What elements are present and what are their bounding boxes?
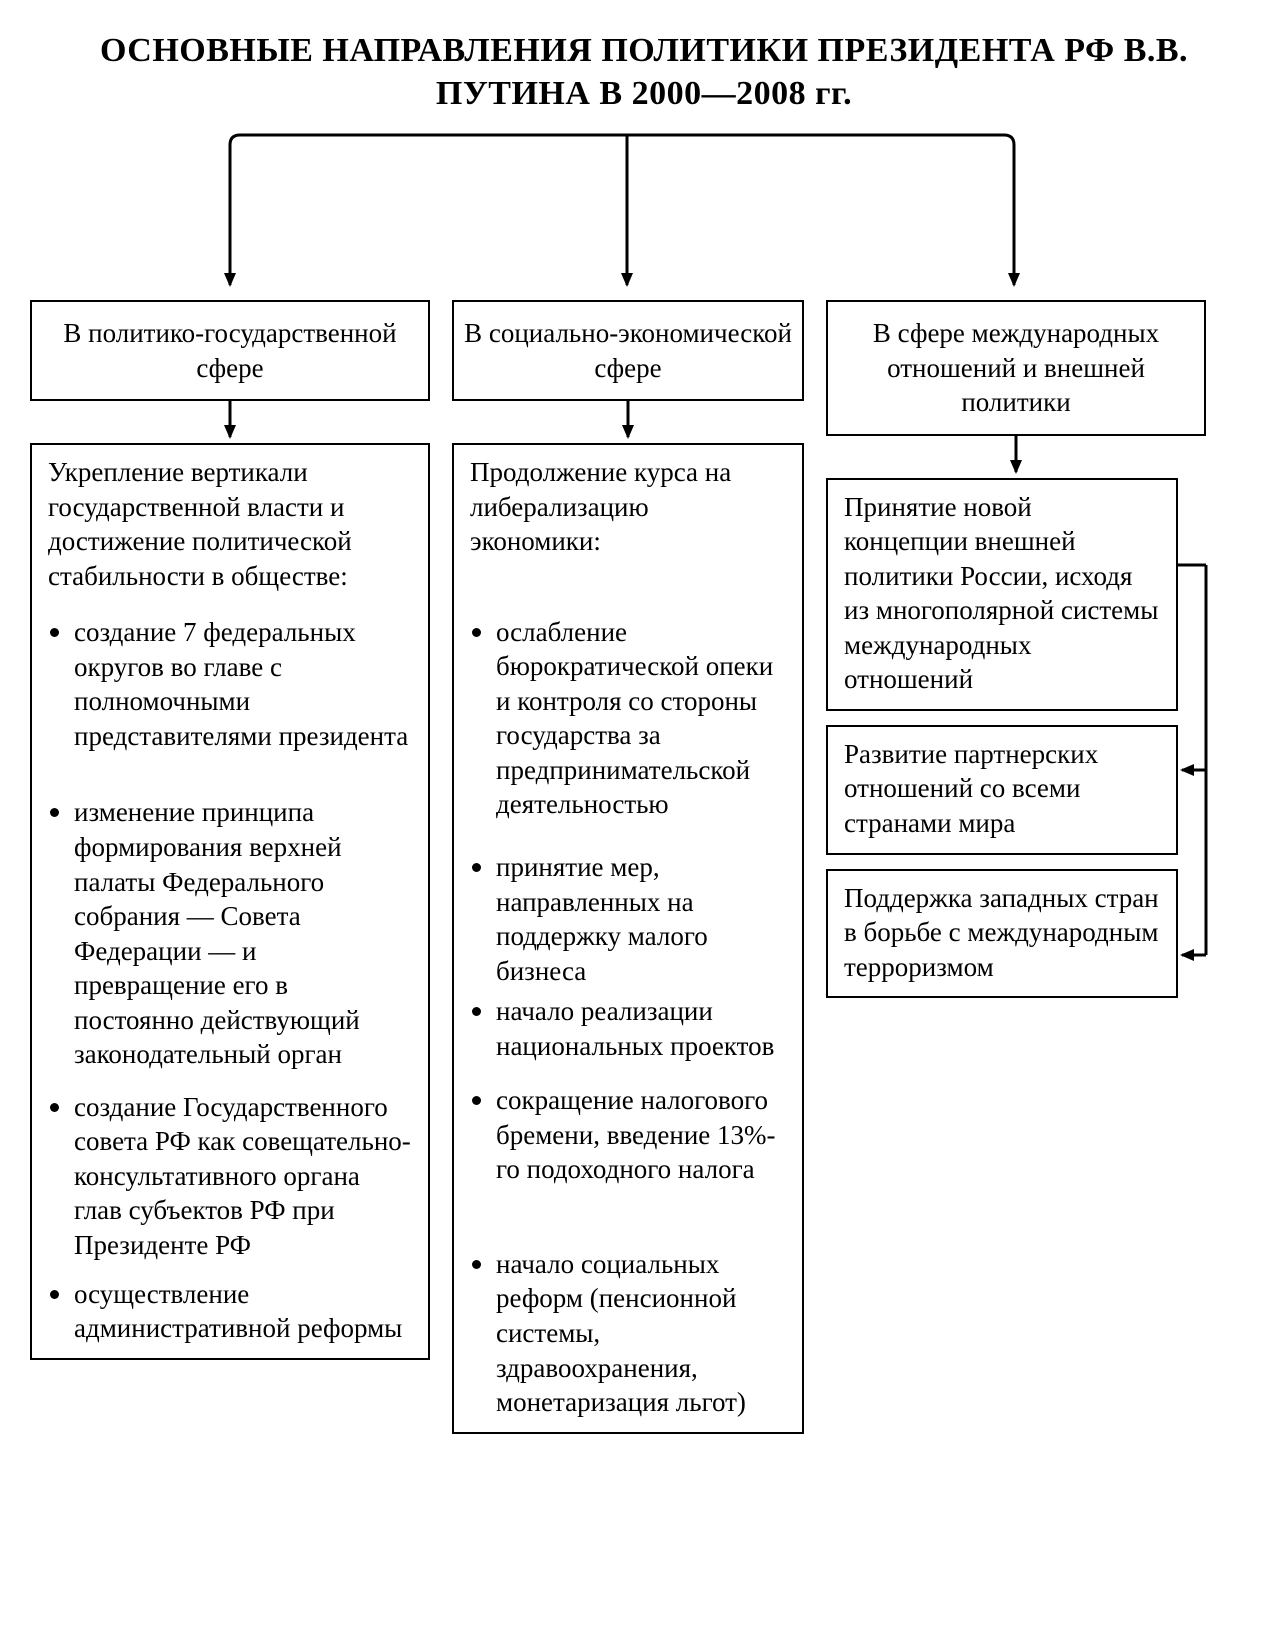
list-item: начало социальных реформ (пенсионной сис…: [470, 1247, 786, 1420]
arrow-down-icon: [30, 401, 430, 443]
arrow-down-icon: [452, 401, 804, 443]
column-political: В политико-государственной сфере Укрепле…: [30, 300, 430, 1360]
content-box: Продолжение курса на либерализацию эконо…: [452, 443, 804, 1434]
list-item: ослабление бюрократической опеки и контр…: [470, 615, 786, 822]
bullet-list: создание 7 федеральных округов во главе …: [48, 615, 412, 1345]
top-connector: [30, 125, 1258, 300]
diagram-root: ОСНОВНЫЕ НАПРАВЛЕНИЯ ПОЛИТИКИ ПРЕЗИДЕНТА…: [0, 0, 1288, 1474]
columns: В политико-государственной сфере Укрепле…: [30, 300, 1258, 1434]
content-box: Принятие новой концепции внешней политик…: [826, 478, 1178, 711]
list-item: осуществление административной реформы: [48, 1277, 412, 1346]
column-header: В политико-государственной сфере: [30, 300, 430, 401]
content-box: Поддержка западных стран в борьбе с межд…: [826, 869, 1178, 999]
column-foreign: В сфере международных отношений и внешне…: [826, 300, 1206, 998]
content-box: Укрепление вертикали государственной вла…: [30, 443, 430, 1360]
list-item: изменение принципа формирования верхней …: [48, 795, 412, 1071]
column-header: В сфере международных отношений и внешне…: [826, 300, 1206, 436]
list-item: создание Государственного совета РФ как …: [48, 1090, 412, 1263]
list-item: сокращение налогового бремени, введение …: [470, 1083, 786, 1187]
arrow-down-icon: [826, 436, 1206, 478]
column-header: В социально-экономической сфере: [452, 300, 804, 401]
list-item: создание 7 федеральных округов во главе …: [48, 615, 412, 753]
intro-text: Продолжение курса на либерализацию эконо…: [470, 455, 786, 559]
diagram-title: ОСНОВНЫЕ НАПРАВЛЕНИЯ ПОЛИТИКИ ПРЕЗИДЕНТА…: [94, 30, 1194, 115]
bullet-list: ослабление бюрократической опеки и контр…: [470, 615, 786, 1420]
foreign-stack: Принятие новой концепции внешней политик…: [826, 478, 1178, 999]
list-item: принятие мер, направленных на поддержку …: [470, 850, 786, 988]
side-connector: [1178, 455, 1212, 1015]
intro-text: Укрепление вертикали государственной вла…: [48, 455, 412, 593]
content-box: Развитие партнерских отношений со всеми …: [826, 725, 1178, 855]
column-socio-economic: В социально-экономической сфере Продолже…: [452, 300, 804, 1434]
list-item: начало реализации национальных проектов: [470, 994, 786, 1063]
